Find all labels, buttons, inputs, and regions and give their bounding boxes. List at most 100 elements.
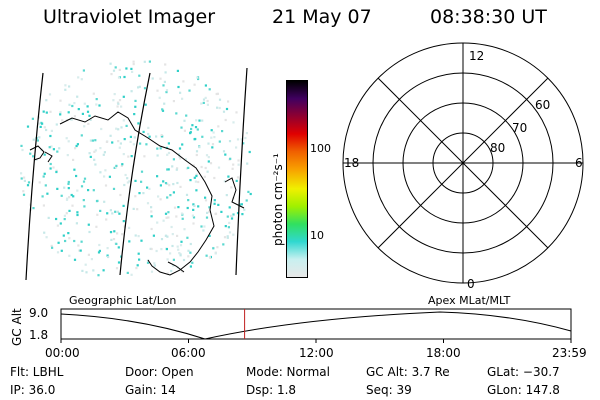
- photon-dot: [139, 142, 142, 145]
- photon-dot: [228, 206, 231, 209]
- photon-dot: [134, 105, 137, 108]
- photon-dot: [230, 186, 233, 189]
- photon-dot: [31, 117, 34, 120]
- status-gain: Gain: 14: [125, 383, 176, 397]
- photon-dot: [192, 164, 195, 167]
- status-gc-alt: GC Alt: 3.7 Re: [366, 365, 450, 379]
- photon-dot: [82, 69, 85, 72]
- photon-dot: [103, 175, 106, 178]
- photon-dot: [130, 90, 133, 93]
- photon-dot: [106, 254, 109, 257]
- photon-dot: [68, 196, 71, 199]
- photon-dot: [214, 212, 217, 216]
- photon-dot: [204, 96, 207, 99]
- photon-dot: [189, 242, 192, 246]
- photon-dot: [122, 204, 125, 207]
- photon-dot: [122, 95, 125, 98]
- photon-dot: [223, 236, 227, 239]
- photon-dot: [228, 140, 232, 143]
- photon-dot: [179, 185, 182, 188]
- photon-dot: [160, 135, 163, 138]
- photon-dot: [218, 106, 221, 110]
- apex-mlat-mlt-label: Apex MLat/MLT: [428, 294, 511, 307]
- photon-dot: [147, 132, 150, 136]
- photon-dot: [80, 134, 83, 137]
- longitude-line: [235, 67, 248, 276]
- photon-dot: [45, 99, 48, 102]
- photon-dot: [134, 99, 137, 102]
- photon-dot: [132, 143, 135, 146]
- photon-dot: [161, 109, 165, 112]
- photon-dot: [189, 131, 192, 134]
- photon-dot: [201, 135, 204, 138]
- photon-dot: [166, 235, 169, 238]
- photon-dot: [180, 126, 183, 129]
- photon-dot: [120, 126, 123, 129]
- photon-dot: [32, 138, 35, 141]
- photon-dot: [136, 208, 139, 211]
- colorbar-tick-10: 10: [310, 229, 324, 242]
- photon-dot: [75, 174, 78, 178]
- photon-dot: [218, 98, 222, 101]
- photon-dot: [240, 203, 243, 206]
- photon-dot: [107, 255, 110, 259]
- photon-dot: [211, 146, 214, 149]
- photon-dot: [150, 227, 153, 231]
- photon-dot: [179, 244, 183, 247]
- photon-dot: [179, 157, 182, 160]
- photon-dot: [43, 153, 46, 156]
- photon-dot: [160, 238, 164, 241]
- photon-dot: [206, 170, 209, 173]
- photon-dot: [215, 92, 218, 96]
- photon-dot: [50, 129, 53, 132]
- photon-dot: [89, 155, 92, 158]
- coastline: [224, 177, 245, 209]
- photon-dot: [205, 216, 209, 219]
- status-glat: GLat: −30.7: [487, 365, 560, 379]
- photon-dot: [156, 221, 159, 224]
- photon-dot: [50, 244, 53, 247]
- photon-dot: [165, 248, 168, 251]
- photon-dot: [113, 230, 116, 233]
- photon-dot: [209, 162, 213, 165]
- photon-dot: [187, 249, 190, 252]
- photon-dot: [211, 143, 215, 146]
- photon-dot: [193, 176, 196, 179]
- photon-dot: [59, 113, 62, 116]
- photon-dot: [117, 76, 121, 79]
- photon-dot: [213, 136, 216, 139]
- photon-dot: [153, 264, 156, 267]
- photon-dot: [213, 176, 216, 180]
- photon-dot: [134, 179, 137, 182]
- photon-dot: [36, 139, 39, 142]
- photon-dot: [241, 213, 244, 216]
- photon-dot: [225, 107, 229, 111]
- photon-dot: [106, 212, 109, 215]
- photon-dot: [236, 176, 240, 179]
- photon-dot: [110, 238, 113, 241]
- photon-dot: [118, 99, 122, 102]
- photon-dot: [22, 193, 26, 196]
- photon-dot: [163, 102, 166, 105]
- photon-dot: [71, 104, 74, 108]
- photon-dot: [63, 218, 66, 221]
- photon-dot: [119, 142, 122, 145]
- photon-dot: [159, 184, 162, 187]
- photon-dot: [118, 68, 121, 71]
- photon-dot: [249, 192, 252, 196]
- photon-dot: [94, 139, 97, 142]
- photon-dot: [20, 177, 23, 180]
- photon-dot: [68, 254, 71, 257]
- photon-dot: [195, 174, 198, 178]
- photon-dot: [43, 231, 46, 234]
- photon-dot: [178, 155, 181, 158]
- photon-dot: [76, 189, 79, 192]
- photon-dot: [167, 216, 170, 219]
- photon-dot: [181, 270, 184, 273]
- photon-dot: [77, 244, 80, 247]
- photon-dot: [56, 251, 60, 254]
- photon-dot: [189, 179, 192, 182]
- photon-dot: [160, 134, 163, 137]
- photon-dot: [144, 103, 147, 106]
- photon-dot: [156, 175, 159, 178]
